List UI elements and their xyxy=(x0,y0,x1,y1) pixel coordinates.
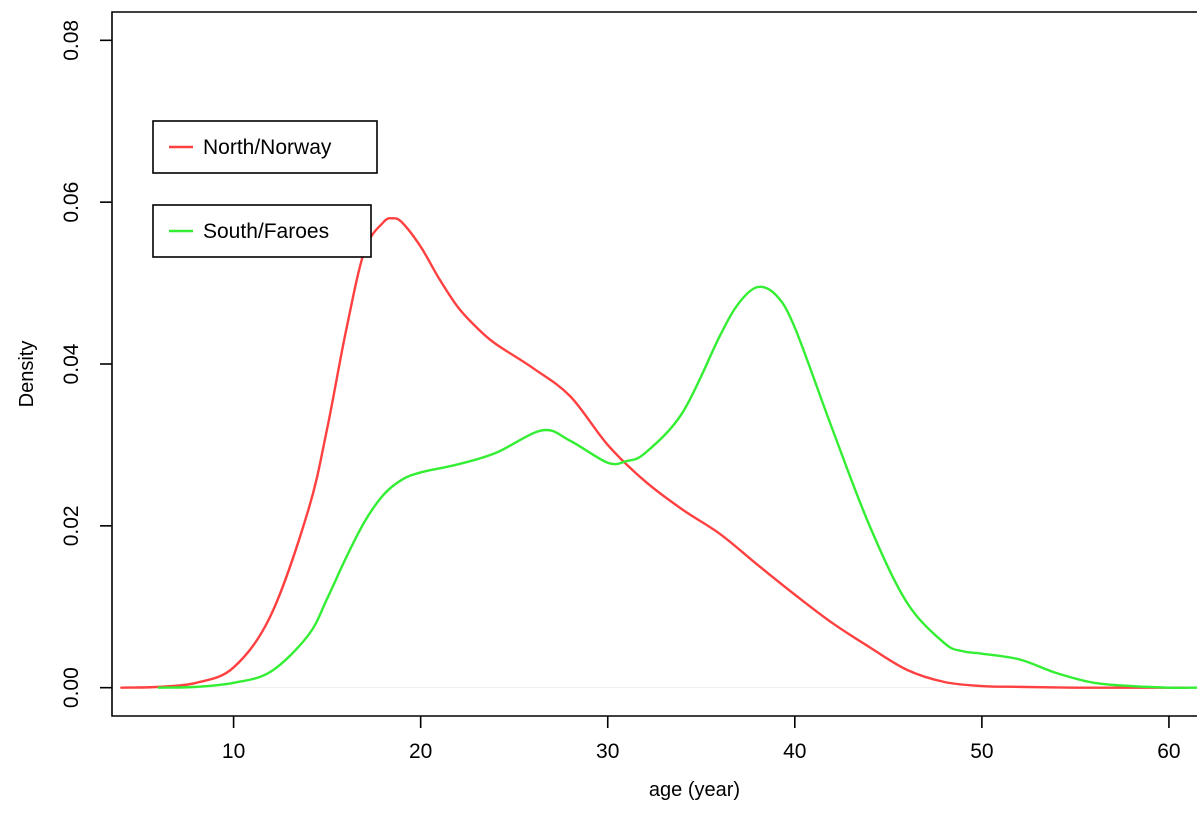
legend-item-north-norway: North/Norway xyxy=(152,120,378,174)
legend-item-south-faroes: South/Faroes xyxy=(152,204,372,258)
x-axis: 10 20 30 40 50 60 xyxy=(222,716,1181,763)
x-tick-label: 10 xyxy=(222,740,245,763)
x-tick-label: 30 xyxy=(596,740,619,763)
series-line-north-norway xyxy=(120,217,1189,689)
y-tick-label: 0.08 xyxy=(60,20,83,61)
y-tick-label: 0.00 xyxy=(60,667,83,708)
series-line-south-faroes xyxy=(157,285,1197,689)
x-tick-label: 40 xyxy=(783,740,806,763)
x-axis-title: age (year) xyxy=(649,779,740,801)
y-axis-title: Density xyxy=(16,341,38,408)
legend: North/Norway South/Faroes xyxy=(152,120,378,258)
x-tick-label: 20 xyxy=(409,740,432,763)
legend-label: South/Faroes xyxy=(203,220,329,243)
y-axis: 0.00 0.02 0.04 0.06 0.08 xyxy=(60,20,112,708)
x-tick-label: 50 xyxy=(970,740,993,763)
y-tick-label: 0.04 xyxy=(60,343,83,384)
y-tick-label: 0.06 xyxy=(60,182,83,223)
x-tick-label: 60 xyxy=(1157,740,1180,763)
series-layer xyxy=(120,217,1197,689)
plot-frame xyxy=(111,11,1197,717)
legend-label: North/Norway xyxy=(203,136,332,159)
y-tick-label: 0.02 xyxy=(60,505,83,546)
plot-border xyxy=(111,11,1197,717)
